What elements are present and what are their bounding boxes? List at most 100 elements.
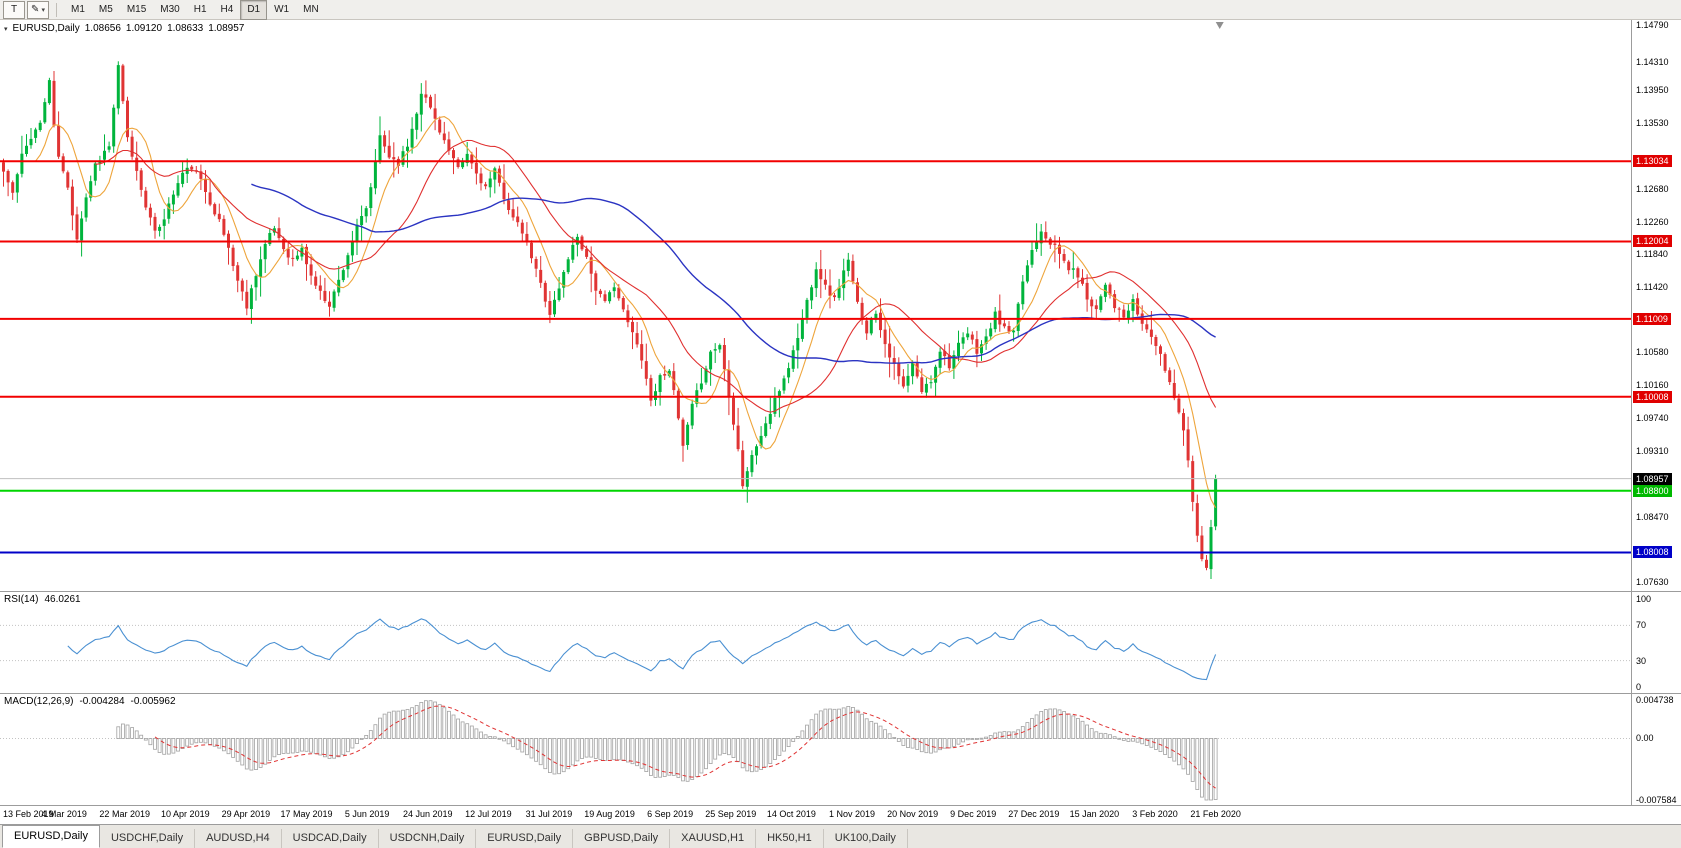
price-line-label: 1.13034: [1633, 155, 1672, 168]
rsi-level-label: 30: [1636, 655, 1647, 666]
macd-main-value: -0.004284: [79, 696, 125, 707]
price-line-label: 1.08008: [1633, 546, 1672, 559]
macd-axis-label: -0.007584: [1636, 795, 1677, 805]
date-label: 10 Apr 2019: [161, 809, 210, 819]
rsi-level-label: 0: [1636, 682, 1642, 692]
macd-canvas[interactable]: [0, 694, 1631, 806]
panel-separator[interactable]: [0, 693, 1681, 694]
rsi-level-label: 70: [1636, 620, 1647, 631]
timeframe-button-M15[interactable]: M15: [126, 4, 147, 15]
macd-panel[interactable]: MACD(12,26,9) -0.004284 -0.005962: [0, 694, 1631, 806]
dropdown-arrow-icon: ▾: [41, 6, 45, 14]
chart-tab-1[interactable]: USDCHF,Daily: [100, 829, 196, 848]
macd-label: MACD(12,26,9) -0.004284 -0.005962: [4, 696, 176, 707]
toolbar-separator: [56, 2, 57, 17]
medium-ma-line: [95, 139, 1217, 413]
timeframe-button-H1[interactable]: H1: [193, 4, 207, 15]
text-tool-label: T: [10, 4, 18, 15]
timeframe-button-H4[interactable]: H4: [220, 4, 234, 15]
ohlc-close: 1.08957: [208, 23, 245, 34]
date-label: 17 May 2019: [280, 809, 333, 819]
price-tick: 1.13950: [1636, 85, 1669, 96]
price-tick: 1.12260: [1636, 216, 1669, 227]
date-label: 3 Feb 2020: [1132, 809, 1178, 819]
price-line-label: 1.08957: [1633, 472, 1672, 485]
chart-tab-7[interactable]: XAUUSD,H1: [670, 829, 757, 848]
rsi-level-label: 100: [1636, 594, 1652, 604]
timeframe-button-M5[interactable]: M5: [98, 4, 113, 15]
rsi-panel[interactable]: RSI(14) 46.0261: [0, 592, 1631, 694]
chart-shift-icon[interactable]: [1215, 22, 1224, 29]
date-label: 24 Jun 2019: [402, 809, 453, 819]
price-tick: 1.09740: [1636, 412, 1669, 423]
macd-axis-label: 0.004738: [1636, 695, 1674, 705]
slow-ma-line: [251, 183, 1216, 364]
price-line-label: 1.12004: [1633, 235, 1672, 248]
rsi-value: 46.0261: [44, 594, 81, 605]
date-axis[interactable]: 13 Feb 2019 4 Mar 2019 22 Mar 2019 10 Apr 2…: [0, 806, 1631, 824]
price-tick: 1.08470: [1636, 511, 1669, 522]
timeframe-bar: M1 M5 M15 M30 H1 H4 D1 W1 MN: [64, 0, 326, 20]
date-label: 15 Jan 2020: [1069, 809, 1120, 819]
ohlc-open: 1.08656: [84, 23, 121, 34]
chart-tab-9[interactable]: UK100,Daily: [824, 829, 908, 848]
candlestick-canvas[interactable]: [0, 20, 1631, 592]
ohlc-high: 1.09120: [125, 23, 163, 34]
chart-tab-6[interactable]: GBPUSD,Daily: [573, 829, 671, 848]
chart-tab-5[interactable]: EURUSD,Daily: [476, 829, 574, 848]
rsi-label: RSI(14) 46.0261: [4, 594, 81, 605]
ohlc-low: 1.08633: [167, 23, 204, 34]
price-tick: 1.07630: [1636, 576, 1669, 587]
price-line-label: 1.08800: [1633, 484, 1672, 497]
date-label: 14 Oct 2019: [766, 809, 816, 819]
date-label: 4 Mar 2019: [41, 809, 87, 819]
date-label: 9 Dec 2019: [950, 809, 997, 819]
chart-marker-icon: ▾: [4, 25, 8, 33]
timeframe-button-W1[interactable]: W1: [274, 4, 290, 15]
date-label: 29 Apr 2019: [221, 809, 271, 819]
timeframe-button-D1[interactable]: D1: [240, 0, 268, 20]
date-label: 21 Feb 2020: [1190, 809, 1241, 819]
price-tick: 1.10160: [1636, 379, 1669, 390]
date-label: 12 Jul 2019: [465, 809, 512, 819]
timeframe-button-MN[interactable]: MN: [303, 4, 319, 15]
draw-tool-button[interactable]: ✎ ▾: [27, 0, 49, 19]
rsi-name: RSI(14): [4, 594, 39, 605]
chart-title: ▾ EURUSD,Daily 1.08656 1.09120 1.08633 1…: [4, 23, 244, 34]
chart-tab-8[interactable]: HK50,H1: [756, 829, 824, 848]
price-line-label: 1.11009: [1633, 312, 1671, 325]
macd-axis-label: 0.00: [1636, 733, 1654, 744]
date-label: 20 Nov 2019: [887, 809, 939, 819]
rsi-canvas[interactable]: [0, 592, 1631, 694]
chart-symbol-period: EURUSD,Daily: [12, 23, 80, 34]
chart-tab-4[interactable]: USDCNH,Daily: [379, 829, 477, 848]
date-label: 1 Nov 2019: [828, 809, 876, 819]
date-label: 19 Aug 2019: [584, 809, 635, 819]
chart-tab-3[interactable]: USDCAD,Daily: [282, 829, 379, 848]
top-toolbar: T ✎ ▾ M1 M5 M15 M30 H1 H4 D1 W1 MN: [0, 0, 1681, 20]
rsi-line: [67, 618, 1217, 681]
date-label: 13 Feb 2019: [3, 809, 54, 819]
chart-tab-0[interactable]: EURUSD,Daily: [2, 825, 100, 848]
date-label: 5 Jun 2019: [344, 809, 390, 819]
text-tool-button[interactable]: T: [3, 0, 25, 19]
price-tick: 1.11420: [1636, 281, 1668, 292]
price-tick: 1.14790: [1636, 19, 1669, 30]
price-chart-panel[interactable]: ▾ EURUSD,Daily 1.08656 1.09120 1.08633 1…: [0, 20, 1631, 592]
macd-signal-value: -0.005962: [130, 696, 176, 707]
chart-tab-2[interactable]: AUDUSD,H4: [195, 829, 282, 848]
macd-name: MACD(12,26,9): [4, 696, 74, 707]
price-tick: 1.11840: [1636, 249, 1668, 260]
price-tick: 1.09310: [1636, 446, 1669, 457]
date-label: 25 Sep 2019: [705, 809, 757, 819]
price-line-label: 1.10008: [1633, 390, 1672, 403]
date-label: 22 Mar 2019: [99, 809, 150, 819]
price-axis[interactable]: 1.14790 1.14310 1.13950 1.13530 1.12680 1.122…: [1631, 20, 1681, 806]
timeframe-button-M1[interactable]: M1: [71, 4, 85, 15]
timeframe-button-M30[interactable]: M30: [160, 4, 180, 15]
panel-separator: [0, 805, 1681, 806]
chart-tabs-bar: EURUSD,Daily USDCHF,Daily AUDUSD,H4 USDCAD,…: [0, 824, 1681, 848]
pen-icon: ✎: [31, 3, 40, 15]
panel-separator[interactable]: [0, 591, 1681, 592]
